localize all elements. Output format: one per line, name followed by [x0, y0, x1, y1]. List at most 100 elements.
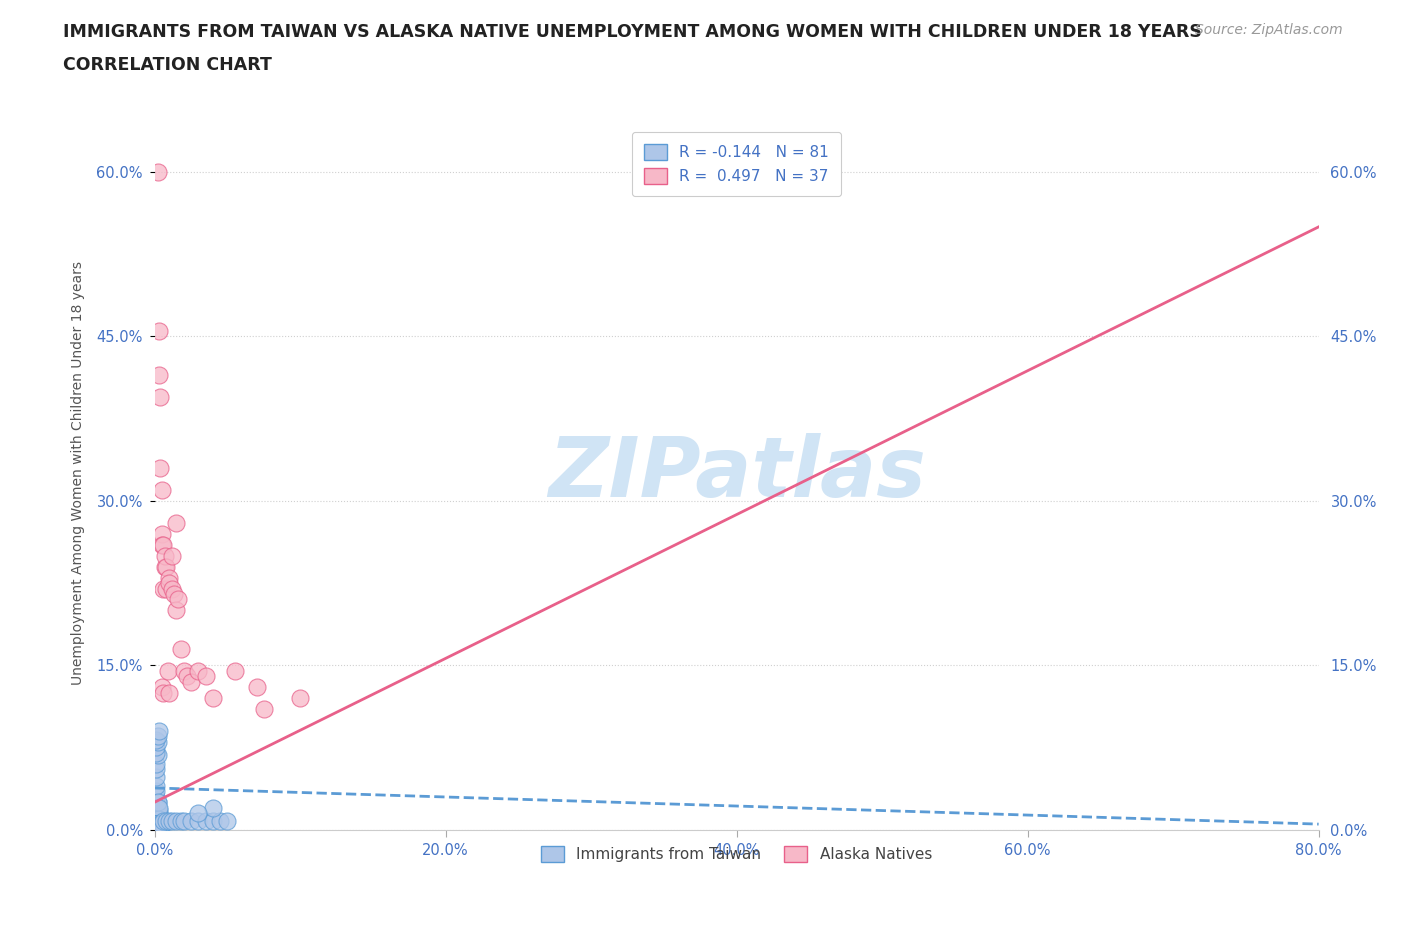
Point [145, 811, 167, 826]
Point [170, 814, 193, 829]
Point [145, 778, 167, 793]
Point [209, 814, 232, 829]
Point [187, 805, 209, 820]
Y-axis label: Unemployment Among Women with Children Under 18 years: Unemployment Among Women with Children U… [72, 261, 86, 685]
Point [148, 724, 170, 738]
Point [146, 795, 169, 810]
Point [157, 814, 180, 829]
Point [148, 817, 170, 831]
Point [160, 814, 183, 829]
Point [148, 817, 170, 831]
Point [201, 800, 224, 815]
Point [148, 811, 170, 826]
Point [194, 669, 217, 684]
Point [160, 581, 183, 596]
Point [152, 538, 174, 552]
Point [176, 669, 198, 684]
Point [146, 811, 169, 826]
Text: Source: ZipAtlas.com: Source: ZipAtlas.com [1195, 23, 1343, 37]
Point [187, 663, 209, 678]
Point [149, 817, 172, 831]
Point [150, 817, 173, 831]
Point [194, 814, 217, 829]
Point [152, 817, 174, 831]
Point [148, 803, 170, 817]
Point [146, 165, 169, 179]
Point [187, 814, 209, 829]
Point [146, 817, 169, 831]
Point [145, 817, 167, 831]
Point [150, 538, 173, 552]
Point [156, 663, 179, 678]
Point [146, 817, 169, 831]
Point [148, 324, 170, 339]
Point [146, 729, 169, 744]
Point [149, 817, 172, 831]
Point [148, 809, 170, 824]
Point [173, 663, 195, 678]
Point [150, 526, 173, 541]
Point [146, 805, 169, 820]
Point [146, 817, 169, 831]
Point [145, 790, 167, 804]
Point [149, 460, 172, 475]
Point [152, 814, 174, 829]
Point [149, 817, 172, 831]
Point [148, 805, 170, 820]
Point [152, 685, 174, 700]
Point [146, 817, 169, 831]
Point [146, 795, 169, 810]
Point [201, 814, 224, 829]
Point [145, 817, 167, 831]
Point [146, 817, 169, 831]
Point [217, 814, 239, 829]
Point [166, 515, 188, 530]
Point [173, 814, 195, 829]
Point [148, 817, 170, 831]
Point [167, 592, 190, 607]
Point [146, 735, 169, 750]
Point [150, 680, 173, 695]
Point [146, 809, 169, 824]
Point [145, 756, 167, 771]
Point [145, 746, 167, 761]
Point [148, 800, 170, 815]
Point [253, 701, 276, 716]
Point [162, 587, 184, 602]
Point [146, 800, 169, 815]
Point [148, 367, 170, 382]
Point [148, 817, 170, 831]
Legend: Immigrants from Taiwan, Alaska Natives: Immigrants from Taiwan, Alaska Natives [536, 840, 938, 869]
Point [145, 762, 167, 777]
Point [157, 570, 180, 585]
Point [146, 817, 169, 831]
Point [145, 740, 167, 755]
Point [146, 811, 169, 826]
Point [145, 800, 167, 815]
Point [146, 814, 169, 829]
Point [245, 680, 267, 695]
Point [149, 817, 172, 831]
Point [145, 817, 167, 831]
Point [149, 817, 172, 831]
Point [157, 685, 180, 700]
Point [180, 674, 202, 689]
Text: IMMIGRANTS FROM TAIWAN VS ALASKA NATIVE UNEMPLOYMENT AMONG WOMEN WITH CHILDREN U: IMMIGRANTS FROM TAIWAN VS ALASKA NATIVE … [63, 23, 1202, 41]
Point [201, 691, 224, 706]
Point [148, 817, 170, 831]
Point [145, 784, 167, 799]
Point [150, 817, 173, 831]
Point [146, 817, 169, 831]
Point [146, 817, 169, 831]
Point [152, 581, 174, 596]
Point [155, 581, 177, 596]
Point [180, 814, 202, 829]
Point [170, 642, 193, 657]
Text: CORRELATION CHART: CORRELATION CHART [63, 56, 273, 73]
Point [145, 795, 167, 810]
Point [153, 548, 176, 563]
Point [145, 805, 167, 820]
Point [145, 732, 167, 747]
Point [150, 483, 173, 498]
Point [155, 559, 177, 574]
